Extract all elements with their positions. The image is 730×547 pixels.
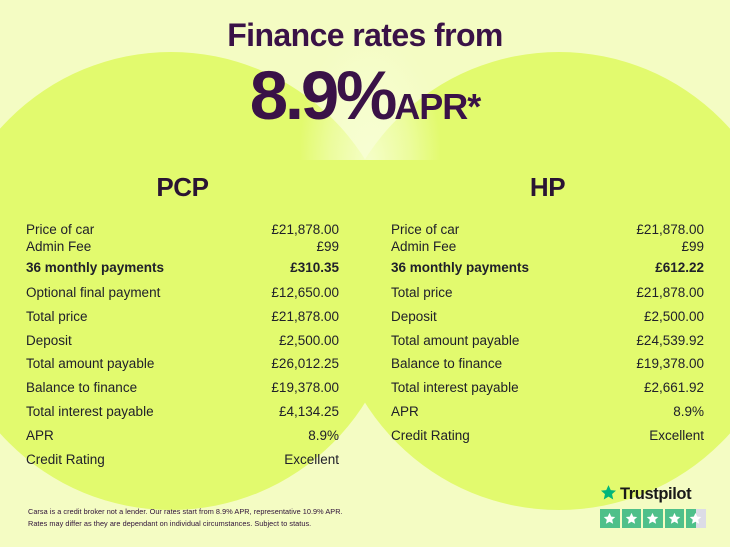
row-label: APR [26, 428, 54, 443]
row-value: £26,012.25 [271, 356, 339, 372]
row-label: Price of car [26, 222, 95, 238]
row-value: £21,878.00 [636, 284, 704, 300]
row-value: Excellent [284, 451, 339, 467]
row-label: Total interest payable [391, 380, 519, 396]
disclaimer-line-1: Carsa is a credit broker not a lender. O… [28, 507, 343, 517]
row-value: £612.22 [655, 259, 704, 275]
row-label: Balance to finance [26, 380, 138, 396]
table-row: Balance to finance £19,378.00 [26, 376, 339, 400]
trustpilot-stars [600, 508, 710, 528]
row-value: £99 [681, 238, 704, 254]
disclaimer: Carsa is a credit broker not a lender. O… [28, 506, 458, 529]
trustpilot-wordmark: Trustpilot [620, 485, 692, 504]
trustpilot-brand: Trustpilot [600, 484, 710, 506]
row-label: 36 monthly payments [26, 259, 165, 275]
trustpilot-star-box [643, 508, 663, 528]
row-value: £4,134.25 [278, 404, 339, 420]
row-label: Total price [391, 284, 453, 300]
row-value: 8.9% [673, 404, 704, 420]
table-row: Price of car £21,878.00 [26, 222, 339, 238]
row-label: Credit Rating [391, 428, 470, 443]
table-row: Admin Fee £99 [391, 238, 704, 254]
disclaimer-line-2: Rates may differ as they are dependant o… [28, 518, 312, 528]
row-label: Total amount payable [391, 332, 520, 348]
trustpilot-star-box [600, 508, 620, 528]
plan-column-pcp: PCP Price of car £21,878.00 Admin Fee £99 36… [0, 172, 365, 472]
trustpilot-star-box [686, 508, 706, 528]
row-value: 8.9% [308, 428, 339, 443]
table-row: APR 8.9% [391, 400, 704, 424]
row-value: Excellent [649, 428, 704, 443]
rate-suffix: APR* [394, 86, 481, 127]
rate-value: 8.9% [249, 57, 398, 134]
table-row: Total price £21,878.00 [26, 304, 339, 328]
table-row: Total interest payable £2,661.92 [391, 376, 704, 400]
row-value: £24,539.92 [636, 332, 704, 348]
table-row: Price of car £21,878.00 [391, 222, 704, 238]
row-label: APR [391, 404, 419, 420]
trustpilot-star-box [621, 508, 641, 528]
trustpilot-star-icon [600, 484, 617, 506]
row-value: £2,500.00 [643, 308, 704, 324]
plan-title-hp: HP [529, 172, 566, 202]
row-label: 36 monthly payments [391, 259, 530, 275]
table-row: Optional final payment £12,650.00 [26, 281, 339, 305]
table-row: Credit Rating Excellent [391, 424, 704, 448]
plan-rows-hp: Price of car £21,878.00 Admin Fee £99 36 mon… [391, 222, 704, 448]
row-value: £21,878.00 [271, 308, 339, 324]
plan-column-hp: HP Price of car £21,878.00 Admin Fee £99 36 … [365, 172, 730, 472]
table-row: Deposit £2,500.00 [26, 328, 339, 352]
row-label: Total price [26, 308, 88, 324]
row-value: £21,878.00 [636, 222, 704, 238]
row-label: Price of car [391, 222, 460, 238]
table-row: Total interest payable £4,134.25 [26, 400, 339, 424]
row-label: Deposit [391, 308, 437, 324]
row-label: Deposit [26, 332, 72, 348]
row-value: £21,878.00 [271, 222, 339, 238]
row-label: Total amount payable [26, 356, 155, 372]
table-row: Credit Rating Excellent [26, 448, 339, 472]
table-row: Balance to finance £19,378.00 [391, 352, 704, 376]
table-row: 36 monthly payments £612.22 [391, 255, 704, 281]
trustpilot-star-box [664, 508, 684, 528]
row-value: £99 [316, 238, 339, 254]
table-row: Total price £21,878.00 [391, 281, 704, 305]
plan-rows-pcp: Price of car £21,878.00 Admin Fee £99 36 mon… [26, 222, 339, 472]
row-label: Optional final payment [26, 284, 161, 300]
row-label: Admin Fee [26, 238, 92, 254]
table-row: Total amount payable £26,012.25 [26, 352, 339, 376]
table-row: Deposit £2,500.00 [391, 304, 704, 328]
row-label: Admin Fee [391, 238, 457, 254]
plan-title-pcp: PCP [156, 172, 209, 202]
row-value: £19,378.00 [636, 356, 704, 372]
header: Finance rates from 8.9%APR* [0, 0, 730, 130]
table-row: Total amount payable £24,539.92 [391, 328, 704, 352]
plan-comparison: PCP Price of car £21,878.00 Admin Fee £99 36… [0, 172, 730, 472]
table-row: 36 monthly payments £310.35 [26, 255, 339, 281]
row-label: Total interest payable [26, 404, 154, 420]
table-row: Admin Fee £99 [26, 238, 339, 254]
row-value: £2,500.00 [278, 332, 339, 348]
rate-headline: 8.9%APR* [0, 61, 730, 130]
row-value: £19,378.00 [271, 380, 339, 396]
trustpilot-rating[interactable]: Trustpilot [600, 484, 710, 528]
row-value: £310.35 [290, 259, 339, 275]
row-value: £12,650.00 [271, 284, 339, 300]
page-title: Finance rates from [227, 17, 503, 53]
table-row: APR 8.9% [26, 424, 339, 448]
row-label: Credit Rating [26, 451, 105, 467]
row-value: £2,661.92 [643, 380, 704, 396]
row-label: Balance to finance [391, 356, 503, 372]
